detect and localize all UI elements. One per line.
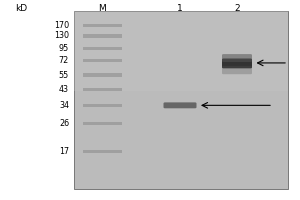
FancyBboxPatch shape	[222, 54, 252, 62]
FancyBboxPatch shape	[222, 66, 252, 74]
FancyBboxPatch shape	[164, 102, 196, 108]
Text: 170: 170	[54, 21, 69, 30]
FancyBboxPatch shape	[222, 59, 252, 68]
Text: M: M	[98, 4, 106, 13]
Text: 17: 17	[59, 147, 69, 156]
Text: 2: 2	[234, 4, 240, 13]
Text: 95: 95	[59, 44, 69, 53]
Text: 130: 130	[54, 31, 69, 40]
Bar	[82, 73, 122, 77]
Bar	[74, 11, 288, 91]
Bar	[82, 34, 122, 38]
Text: 43: 43	[59, 85, 69, 94]
Text: 1: 1	[177, 4, 183, 13]
Bar	[82, 104, 122, 107]
Bar	[82, 47, 122, 50]
Text: kD: kD	[15, 4, 27, 13]
Text: 26: 26	[59, 119, 69, 128]
Bar	[82, 88, 122, 91]
Text: 55: 55	[59, 71, 69, 80]
Bar	[82, 150, 122, 153]
Bar	[74, 11, 288, 189]
Text: 34: 34	[59, 101, 69, 110]
Bar	[82, 24, 122, 27]
Bar	[82, 59, 122, 62]
Bar	[82, 122, 122, 125]
Text: 72: 72	[59, 56, 69, 65]
